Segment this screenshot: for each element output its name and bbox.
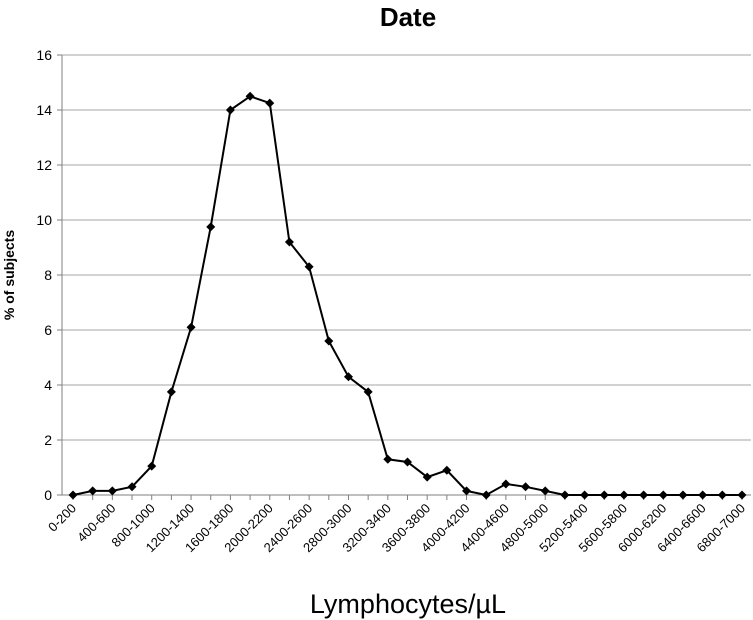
- data-point-800-1000: [147, 461, 157, 471]
- data-point-5000-5200: [560, 490, 570, 500]
- data-point-2000-2200: [265, 98, 275, 108]
- data-point-1200-1400: [186, 322, 196, 332]
- data-point-6400-6600: [698, 490, 708, 500]
- data-point-2800-3000: [343, 372, 353, 382]
- data-point-200-400: [88, 486, 98, 496]
- y-tick-label-14: 14: [36, 102, 52, 118]
- data-point-5600-5800: [619, 490, 629, 500]
- data-point-0-200: [68, 490, 78, 500]
- data-point-3400-3600: [403, 457, 412, 467]
- series-lymphocytes: [68, 91, 747, 500]
- data-point-6600-6800: [717, 490, 727, 500]
- x-axis-label: Lymphocytes/µL: [310, 589, 506, 619]
- data-point-3200-3400: [383, 454, 393, 464]
- data-point-2400-2600: [304, 262, 314, 272]
- y-tick-label-8: 8: [44, 267, 52, 283]
- data-point-1600-1800: [225, 105, 235, 115]
- data-point-2600-2800: [324, 336, 334, 346]
- data-point-1800-2000: [245, 91, 255, 101]
- data-point-1400-1600: [206, 222, 216, 232]
- y-axis-label: % of subjects: [1, 230, 17, 320]
- data-point-5200-5400: [580, 490, 590, 500]
- series-line: [72, 95, 742, 497]
- data-point-3000-3200: [363, 387, 373, 397]
- data-point-400-600: [107, 486, 117, 496]
- y-tick-label-12: 12: [36, 157, 52, 173]
- x-tick-label-0-200: 0-200: [45, 501, 79, 535]
- data-point-2200-2400: [284, 237, 294, 247]
- y-tick-label-16: 16: [36, 47, 52, 63]
- y-tick-label-6: 6: [44, 322, 52, 338]
- chart-title: Date: [380, 2, 436, 32]
- data-point-5800-6000: [639, 490, 649, 500]
- gridlines: [62, 54, 751, 441]
- data-point-4000-4200: [462, 486, 472, 496]
- data-point-4200-4400: [481, 490, 491, 500]
- data-point-5400-5600: [599, 490, 609, 500]
- data-point-4600-4800: [521, 482, 531, 492]
- x-tick-labels: 0-200400-600800-10001200-14001600-180020…: [45, 501, 748, 556]
- y-tick-label-4: 4: [44, 377, 52, 393]
- y-tick-label-2: 2: [44, 432, 52, 448]
- data-point-1000-1200: [166, 387, 176, 397]
- data-point-600-800: [127, 482, 137, 492]
- data-point-6200-6400: [678, 490, 688, 500]
- data-point-4800-5000: [540, 486, 550, 496]
- y-tick-label-10: 10: [36, 212, 52, 228]
- data-point-6000-6200: [658, 490, 668, 500]
- y-tick-labels: 0 2 4 6 8 10 12 14 16: [36, 47, 52, 503]
- data-point-3800-4000: [442, 465, 452, 475]
- y-tick-label-0: 0: [44, 487, 52, 503]
- data-point-4400-4600: [501, 479, 511, 489]
- data-point-3600-3800: [422, 472, 432, 482]
- data-point-6800-7000: [737, 490, 747, 500]
